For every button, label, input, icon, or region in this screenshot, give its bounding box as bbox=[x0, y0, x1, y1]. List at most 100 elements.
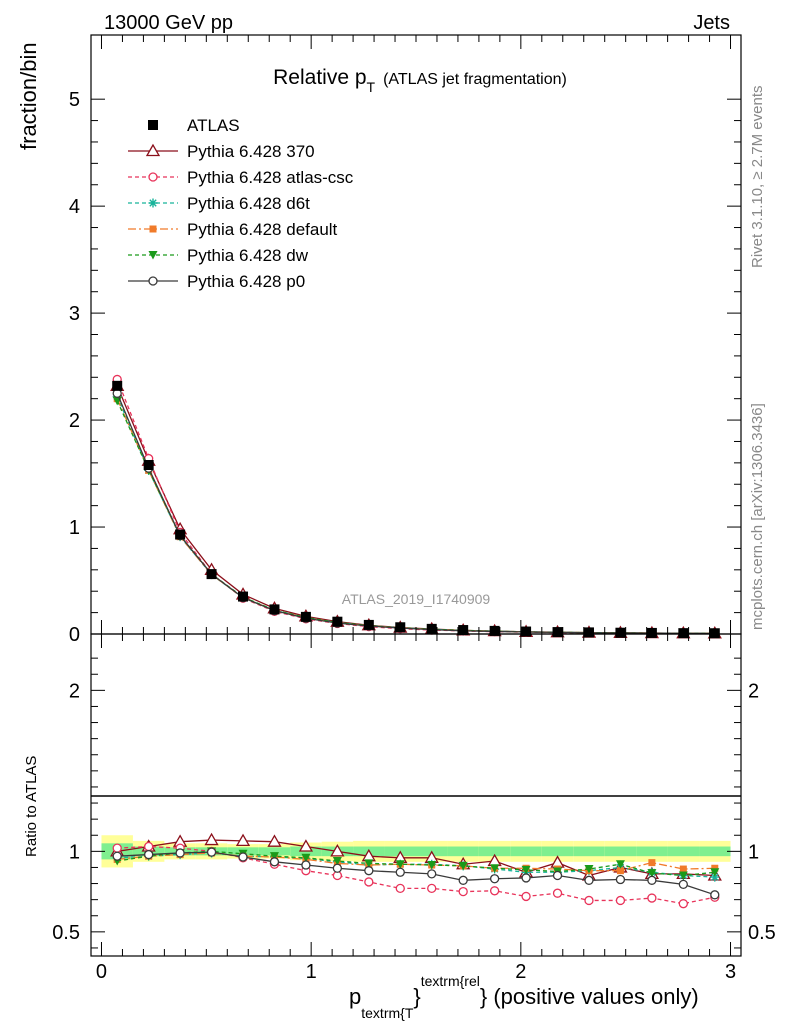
series-point bbox=[489, 874, 500, 884]
data-point bbox=[615, 627, 626, 638]
data-point bbox=[458, 625, 469, 636]
legend-marker bbox=[148, 251, 158, 260]
mcplots-reference: mcplots.cern.ch [arXiv:1306.3436] bbox=[749, 403, 766, 630]
series-point bbox=[647, 875, 657, 885]
series-point bbox=[330, 844, 345, 857]
main-ytick-label: 4 bbox=[69, 196, 80, 218]
observable-group: Jets bbox=[693, 12, 730, 34]
main-y-axis-label: fraction/bin bbox=[16, 42, 41, 150]
series-line bbox=[117, 851, 715, 896]
series-point bbox=[175, 848, 185, 858]
series-point bbox=[204, 832, 219, 846]
legend-label: Pythia 6.428 atlas-csc bbox=[187, 168, 354, 187]
series-point bbox=[395, 860, 405, 869]
series-point bbox=[298, 839, 314, 852]
x-axis-label-sup: textrm{rel bbox=[421, 973, 480, 989]
legend-label: ATLAS bbox=[187, 116, 240, 135]
x-axis-ticks: 0 1 2 3 bbox=[96, 35, 736, 983]
legend-marker bbox=[148, 172, 158, 182]
main-y-axis-ticks: 0 1 2 3 4 5 bbox=[69, 89, 741, 646]
main-ytick-label: 5 bbox=[69, 89, 80, 111]
series-point bbox=[678, 879, 688, 890]
series-point bbox=[648, 859, 656, 867]
legend-item-pythia-6-428-370: Pythia 6.428 370 bbox=[128, 142, 315, 161]
series-point bbox=[332, 857, 342, 866]
xtick-label: 1 bbox=[306, 961, 317, 983]
series-point bbox=[112, 843, 122, 853]
data-point bbox=[678, 628, 689, 639]
data-point bbox=[238, 591, 249, 602]
series-point bbox=[710, 872, 720, 882]
legend-marker bbox=[145, 143, 161, 157]
plot-title: Relative pT (ATLAS jet fragmentation) bbox=[273, 66, 567, 95]
data-point bbox=[426, 623, 437, 634]
main-ytick-label: 0 bbox=[69, 624, 80, 646]
data-point bbox=[395, 622, 406, 633]
series-point bbox=[364, 859, 374, 868]
x-axis-label-p: p bbox=[349, 984, 361, 1009]
series-point bbox=[144, 841, 154, 852]
ratio-ytick-label-right: 0.5 bbox=[748, 922, 776, 944]
series-point bbox=[301, 860, 311, 870]
ratio-ytick-label-right: 2 bbox=[748, 680, 759, 702]
series-point bbox=[521, 873, 531, 883]
ratio-uncertainty-bands bbox=[101, 835, 731, 868]
data-point bbox=[363, 619, 374, 630]
data-point bbox=[489, 625, 500, 636]
plot-title-suffix: (ATLAS jet fragmentation) bbox=[383, 71, 567, 88]
stat-uncertainty-band bbox=[604, 846, 637, 857]
ratio-ytick-label: 1 bbox=[69, 841, 80, 863]
stat-uncertainty-band bbox=[636, 846, 668, 857]
legend-marker bbox=[148, 198, 158, 208]
xtick-label: 2 bbox=[515, 961, 526, 983]
analysis-id-watermark: ATLAS_2019_I1740909 bbox=[342, 591, 491, 607]
series-point bbox=[647, 893, 657, 903]
plot-title-main: Relative p bbox=[273, 66, 366, 89]
legend-item-pythia-6-428-atlas-csc: Pythia 6.428 atlas-csc bbox=[128, 168, 354, 187]
ratio-plot-frame bbox=[90, 633, 742, 957]
ratio-series-layer bbox=[110, 832, 722, 909]
data-point bbox=[175, 529, 186, 540]
stat-uncertainty-band bbox=[699, 846, 731, 857]
x-axis-label: ptextrm{T}textrm{rel} (positive values o… bbox=[349, 973, 699, 1021]
series-point bbox=[489, 886, 500, 896]
series-point bbox=[269, 857, 280, 867]
beam-info: 13000 GeV pp bbox=[104, 12, 233, 34]
plot-title-sub: T bbox=[367, 79, 376, 95]
main-data-atlas bbox=[112, 380, 720, 639]
series-point bbox=[711, 864, 719, 872]
legend-item-pythia-6-428-d6t: Pythia 6.428 d6t bbox=[128, 194, 310, 213]
series-point bbox=[615, 895, 626, 906]
legend-label: Pythia 6.428 d6t bbox=[187, 194, 310, 213]
data-point bbox=[269, 604, 280, 615]
series-point bbox=[364, 877, 374, 887]
legend-item-atlas: ATLAS bbox=[148, 116, 240, 135]
series-point bbox=[395, 883, 405, 894]
legend-label: Pythia 6.428 370 bbox=[187, 142, 315, 161]
series-point bbox=[458, 861, 468, 871]
data-point bbox=[206, 569, 217, 580]
series-point bbox=[710, 890, 720, 900]
ratio-ytick-label: 0.5 bbox=[52, 922, 80, 944]
series-point bbox=[267, 834, 282, 847]
xtick-label: 3 bbox=[725, 961, 736, 983]
data-point bbox=[552, 627, 563, 638]
series-point bbox=[584, 895, 594, 906]
series-point bbox=[552, 888, 563, 898]
series-line bbox=[117, 839, 715, 877]
stat-uncertainty-band bbox=[510, 846, 542, 857]
series-point bbox=[615, 874, 626, 885]
series-point bbox=[647, 869, 657, 878]
series-point bbox=[679, 865, 687, 873]
series-point bbox=[427, 861, 437, 870]
stat-uncertainty-band bbox=[541, 846, 574, 857]
series-point bbox=[269, 852, 279, 861]
series-point bbox=[490, 864, 500, 873]
data-point bbox=[521, 626, 532, 637]
series-point bbox=[144, 849, 154, 860]
series-point bbox=[678, 871, 688, 880]
series-point bbox=[235, 833, 251, 847]
series-point bbox=[206, 847, 217, 857]
